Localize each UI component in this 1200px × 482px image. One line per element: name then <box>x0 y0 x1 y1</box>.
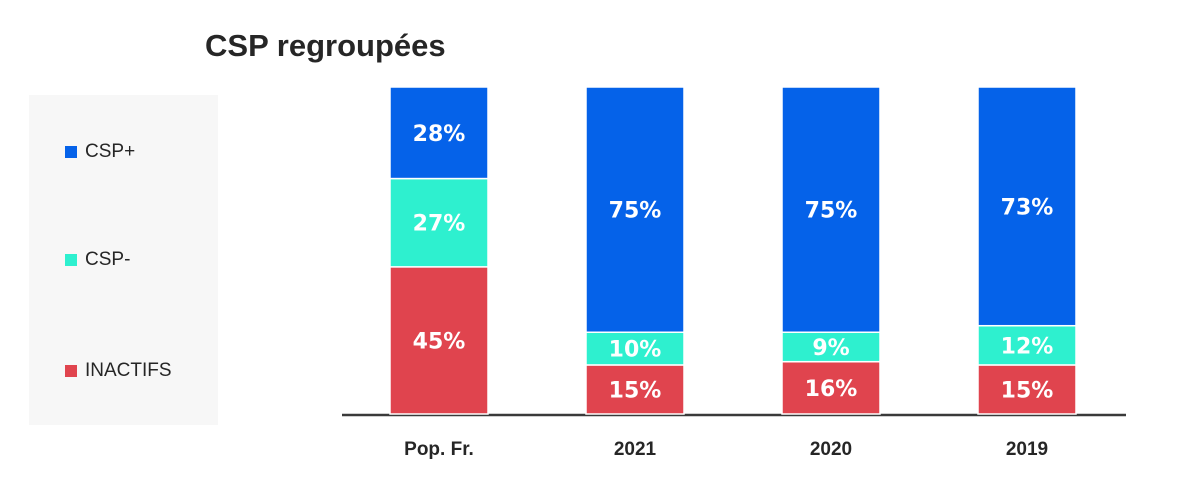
legend-label-csp-minus: CSP- <box>85 249 131 270</box>
data-label-csp-minus-2: 9% <box>812 336 849 361</box>
legend-item-inactifs: INACTIFS <box>65 360 172 382</box>
data-label-csp-plus-1: 75% <box>609 199 662 224</box>
data-label-csp-minus-0: 27% <box>413 212 466 237</box>
data-label-inactifs-1: 15% <box>609 378 662 403</box>
bar-segment-csp-plus-0 <box>389 86 489 180</box>
data-label-inactifs-0: 45% <box>413 329 466 354</box>
category-label-1: 2021 <box>614 439 657 460</box>
bar-segment-csp-plus-3 <box>977 86 1077 327</box>
legend-item-csp-minus: CSP- <box>65 249 130 271</box>
category-label-3: 2019 <box>1006 439 1048 460</box>
legend-label-csp-plus: CSP+ <box>85 141 136 162</box>
data-label-csp-plus-2: 75% <box>805 199 858 224</box>
data-label-csp-plus-0: 28% <box>413 122 466 147</box>
bar-segment-inactifs-0 <box>389 266 489 415</box>
data-label-inactifs-3: 15% <box>1001 378 1054 403</box>
category-label-2: 2020 <box>810 439 852 460</box>
data-label-csp-plus-3: 73% <box>1001 195 1054 220</box>
bar-segment-csp-minus-2 <box>781 331 881 363</box>
bar-segment-inactifs-3 <box>977 364 1077 415</box>
legend-swatch-inactifs <box>65 365 77 377</box>
data-label-csp-minus-3: 12% <box>1001 334 1054 359</box>
bar-segment-inactifs-1 <box>585 364 685 415</box>
legend: CSP+ CSP- INACTIFS <box>29 95 218 425</box>
legend-swatch-csp-minus <box>65 254 77 266</box>
bar-segment-csp-minus-1 <box>585 331 685 366</box>
bar-segment-csp-plus-1 <box>585 86 685 333</box>
data-label-csp-minus-1: 10% <box>609 338 662 363</box>
legend-label-inactifs: INACTIFS <box>85 360 172 381</box>
legend-swatch-csp-plus <box>65 146 77 158</box>
bar-segment-csp-minus-0 <box>389 177 489 268</box>
chart-title: CSP regroupées <box>205 28 446 63</box>
bar-segment-csp-plus-2 <box>781 86 881 333</box>
data-label-inactifs-2: 16% <box>805 377 858 402</box>
category-label-0: Pop. Fr. <box>404 439 474 460</box>
legend-item-csp-plus: CSP+ <box>65 141 135 163</box>
